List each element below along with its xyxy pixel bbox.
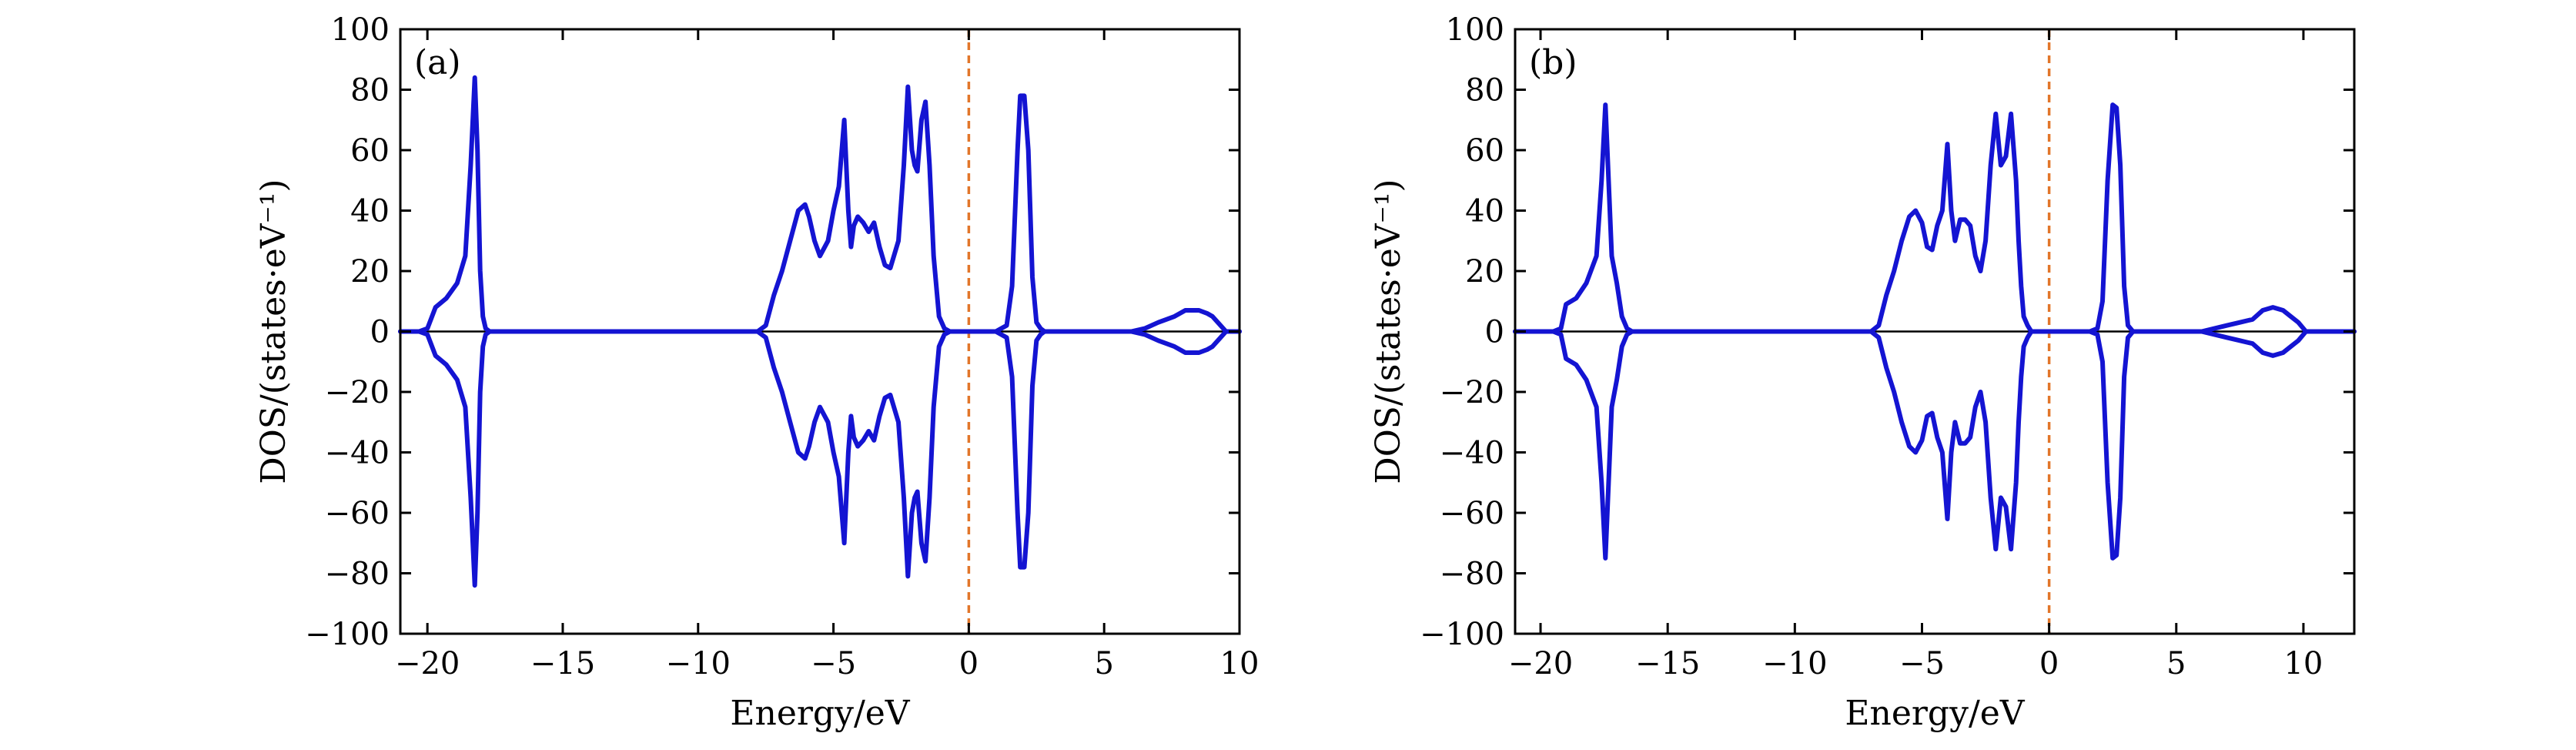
y-tick-label: 0 [370, 315, 390, 350]
panel-b: −20 −15 −10 −5 0 5 10 −100 −80 −60 −40 −20 0 20 40 60 80… [1369, 12, 2357, 733]
x-tick-label: −15 [1635, 646, 1700, 681]
y-tick-label: −100 [1420, 617, 1504, 652]
y-tick-label: 20 [1465, 254, 1504, 290]
x-tick-label: 0 [2039, 646, 2059, 681]
x-tick-label: −5 [1899, 646, 1945, 681]
x-tick-label: −5 [811, 646, 856, 681]
y-axis-title: DOS/(states·eV⁻¹) [1369, 179, 1408, 484]
y-tick-label: 80 [1465, 73, 1504, 109]
y-tick-label: −20 [1440, 375, 1504, 410]
x-tick-label: −10 [1762, 646, 1827, 681]
y-tick-label: 0 [1485, 315, 1504, 350]
y-axis-title: DOS/(states·eV⁻¹) [254, 179, 293, 484]
y-tick-label: −80 [1440, 557, 1504, 592]
x-tick-label: 5 [1094, 646, 1113, 681]
x-axis-title: Energy/eV [730, 694, 910, 733]
y-tick-label: 20 [350, 254, 390, 290]
y-tick-label: 40 [350, 194, 390, 229]
x-tick-label: 5 [2166, 646, 2186, 681]
dos-spin-down-line [1513, 329, 2357, 561]
x-tick-label: −10 [666, 646, 731, 681]
panel-a: −20 −15 −10 −5 0 5 10 −100 −80 −60 −40 −20 0 20 40 60 80… [254, 12, 1259, 733]
x-tick-label: 0 [959, 646, 979, 681]
y-tick-label: −40 [1440, 436, 1504, 471]
y-tick-label: 100 [1446, 12, 1504, 48]
x-tick-label: −15 [530, 646, 595, 681]
y-tick-label: 100 [331, 12, 390, 48]
y-tick-label: −40 [325, 436, 390, 471]
dos-spin-down-line [398, 329, 1242, 588]
x-tick-label: 10 [2283, 646, 2323, 681]
x-tick-label: −20 [395, 646, 460, 681]
y-tick-label: 80 [350, 73, 390, 109]
y-tick-label: −60 [325, 496, 390, 531]
x-axis-title: Energy/eV [1845, 694, 2025, 733]
panel-label: (a) [414, 43, 461, 82]
y-tick-label: −20 [325, 375, 390, 410]
y-tick-label: 60 [1465, 133, 1504, 169]
dos-spin-up-line [1513, 102, 2357, 334]
y-tick-label: −80 [325, 557, 390, 592]
x-tick-label: −20 [1508, 646, 1573, 681]
y-tick-label: −100 [305, 617, 390, 652]
y-tick-label: −60 [1440, 496, 1504, 531]
x-tick-label: 10 [1220, 646, 1260, 681]
y-tick-label: 40 [1465, 194, 1504, 229]
dos-spin-up-line [398, 75, 1242, 334]
panel-label: (b) [1529, 43, 1577, 82]
y-tick-label: 60 [350, 133, 390, 169]
